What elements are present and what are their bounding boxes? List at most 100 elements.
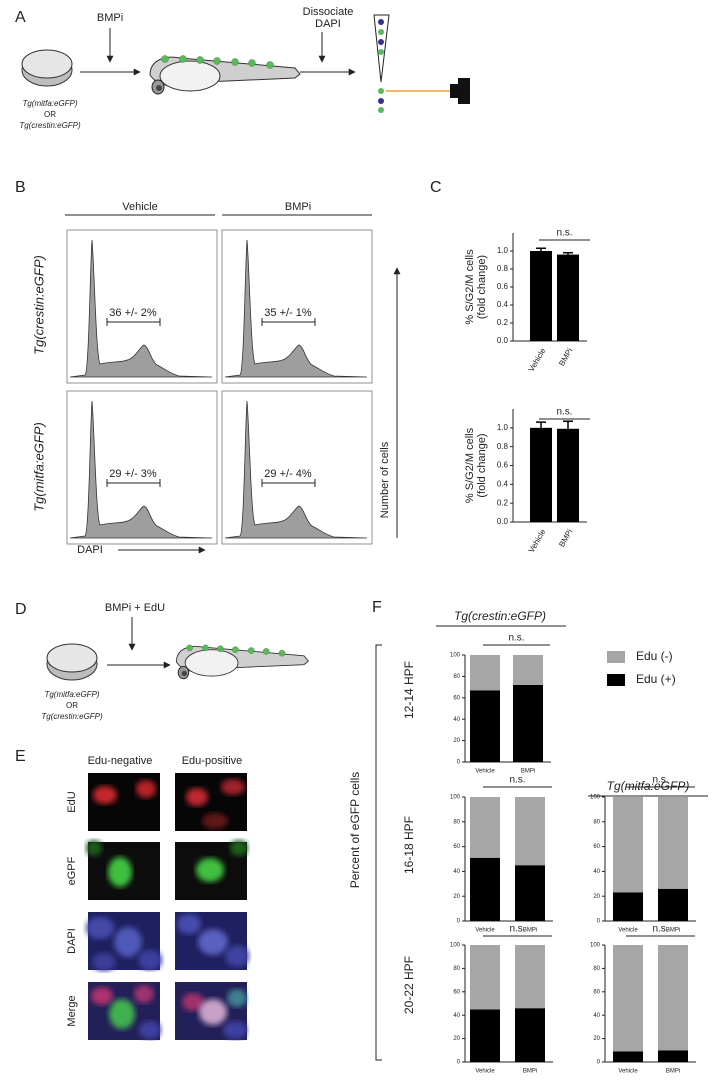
annotation: n.s.: [556, 407, 572, 418]
bar: [557, 428, 579, 522]
y-tick-label: 40: [593, 1013, 600, 1019]
cell: [86, 840, 102, 856]
bar-segment: [470, 797, 500, 858]
gate: [261, 479, 316, 487]
legend-label: Edu (-): [636, 649, 673, 663]
legend-swatch: [607, 651, 625, 663]
y-tick-label: 40: [453, 1013, 460, 1019]
y-tick-label: 0.6: [497, 461, 509, 470]
y-tick-label: 100: [590, 943, 601, 949]
column-label: Tg(mitfa:eGFP): [607, 779, 690, 793]
y-tick-label: 0: [457, 760, 461, 766]
x-label: DAPI: [77, 544, 103, 556]
bar-segment: [658, 797, 688, 889]
column-label: Edu-negative: [88, 755, 153, 767]
y-tick-label: 0.2: [497, 318, 509, 327]
chart: 0.0 0.2 0.4 0.6 0.8 1.0 Vehicle BMPi % S/G2/M ce…: [464, 407, 590, 554]
y-label: Percent of eGFP cells: [348, 772, 362, 889]
x-tick-label: Vehicle: [527, 346, 548, 373]
gate: [106, 318, 161, 326]
histogram: [224, 239, 368, 378]
y-tick-label: 80: [593, 966, 600, 972]
bar-segment: [613, 1051, 643, 1062]
cell: [92, 953, 116, 971]
gate-label: 29 +/- 4%: [264, 468, 312, 480]
bar-segment: [658, 1050, 688, 1062]
y-tick-label: 40: [453, 869, 460, 875]
panel-label: F: [372, 599, 382, 616]
y-tick-label: 0: [597, 1060, 601, 1066]
x-tick-label: BMPi: [557, 346, 574, 367]
x-tick-label: BMPi: [521, 769, 535, 775]
panel-label: D: [15, 601, 27, 618]
y-tick-label: 60: [453, 989, 460, 995]
cell: [198, 929, 228, 955]
x-tick-label: Vehicle: [618, 928, 638, 934]
error-bar: [563, 420, 573, 429]
x-tick-label: Vehicle: [475, 1069, 495, 1075]
y-axis-title: (fold change): [476, 255, 488, 319]
column-label: Edu-positive: [182, 755, 243, 767]
micrograph: [175, 912, 249, 970]
bar-segment: [658, 888, 688, 921]
bar-segment: [613, 892, 643, 921]
y-tick-label: 0.0: [497, 336, 509, 345]
y-tick-label: 20: [453, 1036, 460, 1042]
y-tick-label: 100: [450, 943, 461, 949]
micrograph: [86, 840, 160, 900]
cell: [91, 987, 113, 1005]
line-label: OR: [66, 701, 78, 710]
bracket: [375, 644, 382, 1061]
row-label: Tg(mitfa:eGFP): [31, 422, 46, 512]
x-tick-label: BMPi: [523, 1069, 537, 1075]
annotation: n.s.: [556, 228, 572, 239]
bar-segment: [613, 797, 643, 893]
embryo: [46, 643, 98, 681]
bar-segment: [515, 945, 545, 1009]
cell: [230, 840, 248, 856]
cell: [138, 950, 162, 970]
y-tick-label: 0: [457, 1060, 461, 1066]
cell: [225, 945, 249, 967]
bar-segment: [470, 655, 500, 691]
x-tick-label: BMPi: [523, 928, 537, 934]
row-label: EdU: [66, 791, 78, 812]
y-tick-label: 100: [450, 653, 461, 659]
bar-segment: [515, 1008, 545, 1062]
error-bar: [536, 247, 546, 251]
annotation: n.s.: [652, 775, 668, 786]
y-tick-label: 0: [457, 919, 461, 925]
y-axis-title: % S/G2/M cells: [464, 249, 476, 325]
cell: [177, 914, 201, 934]
micrograph: [175, 840, 248, 900]
cell: [202, 813, 228, 829]
y-tick-label: 60: [453, 844, 460, 850]
cell: [221, 779, 245, 795]
gate-label: 29 +/- 3%: [109, 468, 157, 480]
y-tick-label: 60: [593, 844, 600, 850]
treatment: BMPi + EdU: [105, 602, 165, 614]
panel-label: E: [15, 748, 26, 765]
bar-segment: [513, 684, 543, 762]
row-label: Tg(crestin:eGFP): [31, 255, 46, 355]
y-tick-label: 20: [453, 738, 460, 744]
cell: [186, 788, 208, 806]
histogram: [69, 400, 213, 539]
row-label: Merge: [66, 995, 78, 1026]
y-tick-label: 0: [597, 919, 601, 925]
legend-swatch: [607, 674, 625, 686]
line-label: Tg(mitfa:eGFP): [22, 99, 77, 108]
cell: [223, 1021, 247, 1039]
line-label: Tg(crestin:eGFP): [41, 712, 103, 721]
line-label: Tg(crestin:eGFP): [19, 121, 81, 130]
y-tick-label: 40: [453, 717, 460, 723]
micrograph: [86, 912, 162, 971]
y-tick-label: 40: [593, 869, 600, 875]
y-tick-label: 0.4: [497, 300, 509, 309]
step: DAPI: [315, 18, 341, 30]
annotation: n.s.: [652, 924, 668, 935]
column-label: BMPi: [285, 201, 311, 213]
